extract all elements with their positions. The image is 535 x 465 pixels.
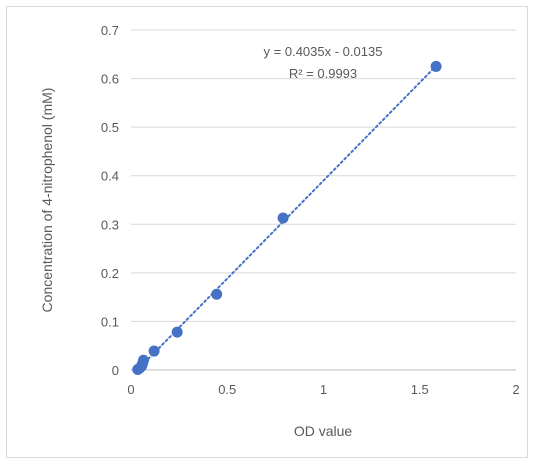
x-tick-labels: 0 0.5 1 1.5 2 <box>127 382 519 397</box>
data-points <box>132 60 442 376</box>
y-tick-label: 0.2 <box>101 266 119 281</box>
x-tick-label: 0.5 <box>218 382 236 397</box>
chart-frame <box>6 6 528 458</box>
x-tick-label: 0 <box>127 382 134 397</box>
y-tick-labels: 0 0.1 0.2 0.3 0.4 0.5 0.6 0.7 <box>101 23 119 378</box>
y-axis-title: Concentration of 4-nitrophenol (mM) <box>39 88 55 313</box>
x-tick-label: 1 <box>320 382 327 397</box>
y-tick-label: 0.6 <box>101 72 119 87</box>
data-point <box>277 212 289 224</box>
y-tick-label: 0.1 <box>101 314 119 329</box>
x-tick-label: 2 <box>512 382 519 397</box>
trendline-equation: y = 0.4035x - 0.0135 <box>264 44 383 59</box>
y-tick-label: 0.4 <box>101 169 119 184</box>
data-point <box>430 60 442 72</box>
y-tick-label: 0.7 <box>101 23 119 38</box>
x-axis-title: OD value <box>294 423 353 439</box>
r-squared-label: R² = 0.9993 <box>289 66 357 81</box>
x-tick-label: 1.5 <box>411 382 429 397</box>
gridlines <box>131 29 516 371</box>
data-point <box>171 326 183 338</box>
data-point <box>211 288 223 300</box>
y-tick-label: 0 <box>112 363 119 378</box>
data-point <box>148 345 160 357</box>
y-tick-label: 0.3 <box>101 217 119 232</box>
y-tick-label: 0.5 <box>101 120 119 135</box>
data-point <box>138 354 150 366</box>
